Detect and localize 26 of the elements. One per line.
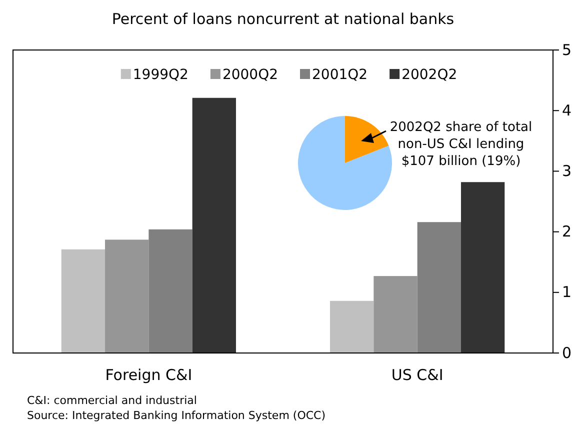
y-tick-label: 5	[562, 40, 572, 59]
pie-slice	[298, 116, 392, 210]
y-tick-label: 0	[562, 344, 572, 362]
legend-label: 1999Q2	[132, 67, 188, 83]
bar	[330, 300, 374, 353]
annotation: 2002Q2 share of total non-US C&I lending $107 billion (19%)	[390, 120, 532, 169]
legend-label: 2000Q2	[222, 67, 278, 83]
y-tick-label: 2	[562, 222, 572, 241]
bar	[374, 276, 418, 353]
bar	[105, 240, 149, 353]
chart-title: Percent of loans noncurrent at national banks	[112, 10, 454, 28]
text: C&I: commercial and industrial	[27, 394, 197, 407]
legend-label: 2002Q2	[402, 67, 458, 83]
source-note: Source: Integrated Banking Information System (OCC)	[27, 409, 326, 422]
bar	[460, 182, 505, 353]
x-tick-label: Foreign C&I	[105, 366, 192, 384]
bar	[192, 98, 236, 353]
x-tick-label: US C&I	[391, 366, 444, 384]
y-tick-label: 4	[562, 101, 572, 120]
bar	[417, 222, 461, 353]
y-tick-label: 3	[562, 162, 572, 180]
bar	[148, 229, 192, 353]
pie-slice	[345, 116, 389, 163]
bar	[61, 249, 106, 353]
legend-label: 2001Q2	[312, 67, 368, 83]
y-tick-label: 1	[562, 283, 572, 302]
